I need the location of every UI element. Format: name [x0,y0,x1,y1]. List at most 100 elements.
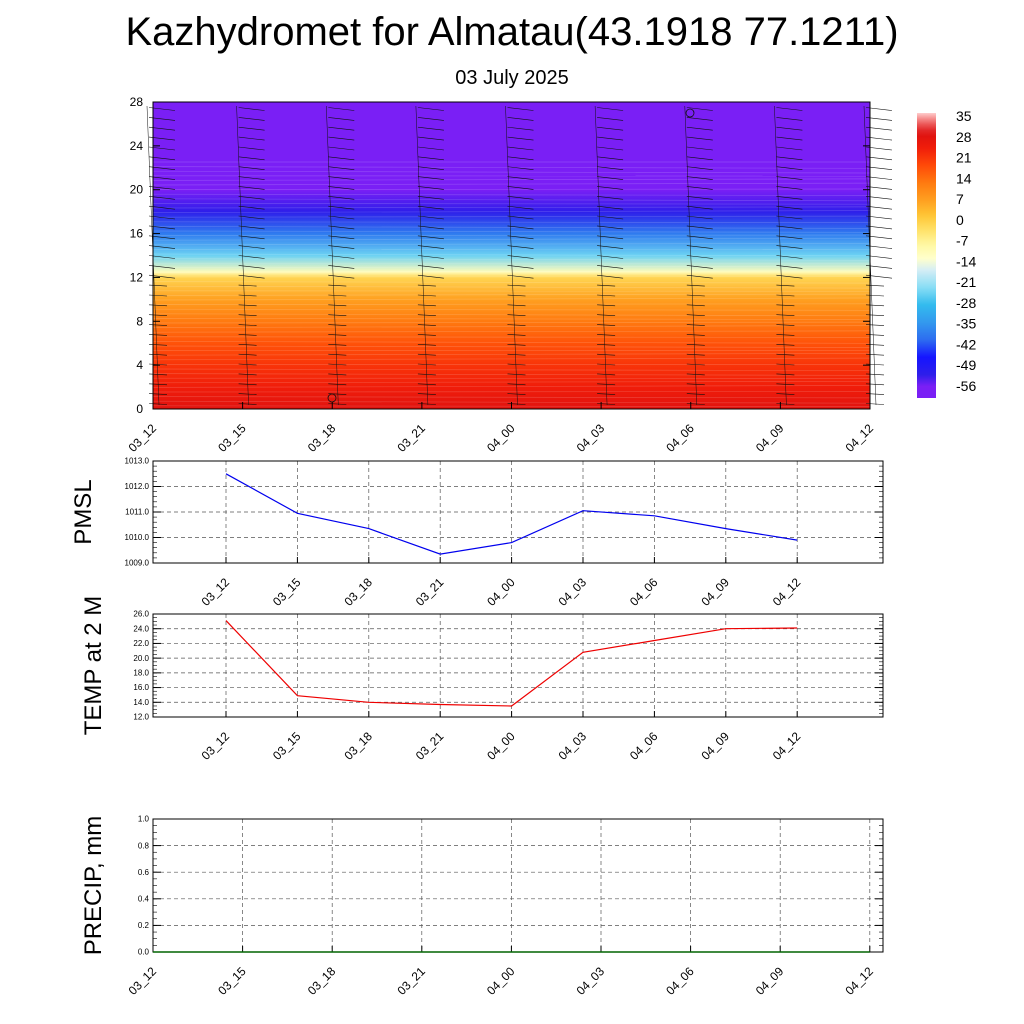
wind-barb [417,344,436,346]
wind-barb [776,146,803,151]
wind-barb [597,235,624,240]
wind-barb [507,255,534,259]
wind-barb [238,353,257,356]
x-tick-label: 04_00 [484,421,518,455]
x-tick-label: 03_21 [413,729,447,763]
contour-line [152,281,871,284]
wind-barb [328,235,355,240]
wind-barb [238,334,257,336]
wind-barb [328,324,347,326]
calm-wind-circle [685,108,695,118]
contour-line [152,368,871,372]
wind-barb [328,245,355,249]
wind-barb [865,344,885,346]
contour-line [152,318,871,320]
contour-line [152,330,871,333]
wind-barb [686,117,713,121]
contour-line [152,270,871,273]
plot-frame [152,460,884,564]
y-tick-label: 26.0 [133,610,149,619]
wind-barb [597,196,624,200]
wind-barb [507,136,534,141]
wind-barb [417,136,444,141]
wind-barb [328,215,355,220]
wind-barb [417,126,444,131]
wind-barb [686,334,705,336]
y-tick-label: 0.4 [138,894,150,903]
wind-barb [597,304,616,307]
wind-barb [507,294,526,297]
wind-barb [776,334,795,336]
wind-barb [776,126,803,131]
wind-barb [776,324,795,326]
contour-line [152,385,871,388]
wind-barb [507,245,534,249]
wind-barb [686,304,705,307]
wind-barb [328,166,355,170]
contour-line [152,290,871,292]
wind-barb [507,117,534,121]
wind-barb [507,353,526,356]
contour-line [152,297,871,301]
wind-barb [597,274,624,279]
x-tick-label: 03_15 [270,575,304,609]
wind-barb [238,245,265,249]
contour-line [152,357,871,361]
colorbar-label: 7 [956,191,964,207]
wind-barb [686,324,705,326]
x-tick-label: 03_21 [413,575,447,609]
wind-barb [597,245,624,249]
wind-barb [776,176,803,180]
y-tick-label: 0.8 [138,841,150,850]
contour-line [152,203,871,205]
wind-barb [597,205,624,210]
contour-line [152,391,871,393]
wind-barb [328,205,355,210]
wind-barb [865,334,885,336]
wind-barb [597,284,616,287]
wind-barb [417,156,444,161]
contour-line [152,221,871,223]
wind-barb [776,166,803,170]
wind-barb [507,196,534,200]
wind-barb [417,186,444,190]
wind-barb [148,284,168,287]
y-tick-label: 8 [136,314,143,328]
y-tick-label: 0 [136,402,143,416]
contour-line [152,193,871,196]
wind-barb [597,393,616,395]
x-tick-label: 03_18 [341,729,375,763]
wind-barb [776,304,795,307]
wind-barb [148,353,168,356]
y-tick-label: 4 [136,358,143,372]
wind-barb [238,196,265,200]
wind-barb [328,403,347,405]
chart-subtitle: 03 July 2025 [455,67,569,89]
x-tick-label: 03_15 [215,421,249,455]
wind-barb [417,304,436,307]
wind-barb [507,314,526,316]
contour-line [152,234,871,236]
wind-barb [507,176,534,180]
wind-barb [776,205,803,210]
wind-barb [238,324,257,326]
x-tick-label: 04_09 [753,964,787,998]
y-tick-label: 0.2 [138,921,150,930]
y-tick-label: 1012.0 [125,482,150,491]
wind-barb [507,205,534,210]
wind-barb [776,353,795,356]
wind-barb [776,215,803,220]
y-tick-label: 0.0 [138,948,150,957]
contour-line [152,210,871,213]
x-tick-label: 04_12 [842,964,876,998]
x-tick-label: 04_12 [843,421,877,455]
y-axis-label: TEMP at 2 M [80,596,107,736]
x-tick-label: 03_18 [305,964,339,998]
wind-barb [417,225,444,230]
y-tick-label: 1013.0 [125,457,150,466]
x-tick-label: 03_15 [215,964,249,998]
wind-barb [328,176,355,180]
y-tick-label: 28 [130,95,144,109]
y-axis-label: PRECIP, mm [80,816,107,956]
